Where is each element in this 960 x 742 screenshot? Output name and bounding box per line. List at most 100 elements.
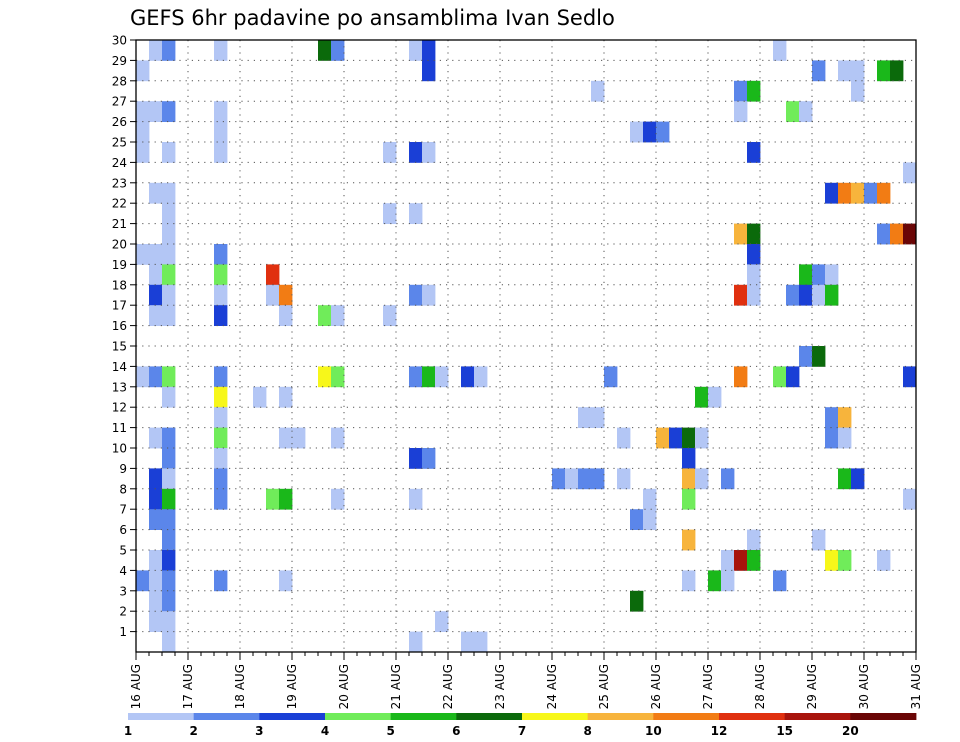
y-tick-label: 28: [112, 74, 127, 88]
x-tick-label: 17 AUG: [181, 664, 195, 709]
heatmap-cell: [162, 284, 176, 306]
heatmap-cell: [214, 101, 228, 122]
heatmap-cell: [812, 346, 826, 367]
heatmap-cell: [422, 284, 436, 306]
heatmap-cell: [838, 468, 852, 490]
colorbar-segment: [653, 713, 720, 720]
x-tick-label: 24 AUG: [545, 664, 559, 709]
chart-title: GEFS 6hr padavine po ansamblima Ivan Sed…: [130, 6, 615, 30]
y-tick-label: 1: [119, 625, 127, 639]
heatmap-cell: [838, 182, 852, 204]
heatmap-cell: [825, 407, 839, 428]
heatmap-cell: [162, 509, 176, 530]
heatmap-cell: [162, 488, 176, 510]
heatmap-cell: [903, 366, 917, 388]
colorbar-segment: [128, 713, 195, 720]
heatmap-cell: [162, 182, 176, 204]
heatmap-cell: [461, 631, 475, 653]
heatmap-cell: [136, 366, 150, 388]
heatmap-cell: [266, 264, 280, 286]
colorbar-label: 15: [776, 724, 793, 738]
heatmap-cell: [149, 264, 163, 286]
heatmap-cell: [214, 488, 228, 510]
heatmap-cell: [695, 427, 709, 449]
colorbar-segment: [259, 713, 326, 720]
x-tick-label: 26 AUG: [649, 664, 663, 709]
heatmap-cell: [669, 427, 683, 449]
heatmap-cell: [214, 407, 228, 428]
heatmap-cell: [825, 550, 839, 571]
heatmap-cell: [318, 305, 332, 326]
heatmap-cell: [162, 40, 176, 61]
heatmap-cell: [695, 468, 709, 490]
y-tick-label: 7: [119, 503, 127, 517]
colorbar-segment: [587, 713, 654, 720]
colorbar-segment: [719, 713, 786, 720]
heatmap-cell: [708, 386, 722, 408]
y-tick-label: 21: [112, 217, 127, 231]
heatmap-cell: [851, 60, 865, 82]
y-tick-label: 3: [119, 584, 127, 598]
heatmap-cell: [279, 284, 293, 306]
heatmap-cell: [552, 468, 566, 490]
heatmap-cell: [708, 570, 722, 592]
x-tick-label: 23 AUG: [493, 664, 507, 709]
heatmap-cell: [409, 366, 423, 388]
heatmap-cell: [643, 121, 657, 143]
heatmap-cell: [786, 366, 800, 388]
heatmap-cell: [786, 284, 800, 306]
heatmap-cell: [162, 366, 176, 388]
heatmap-cell: [331, 488, 345, 510]
heatmap-cell: [656, 427, 670, 449]
heatmap-cell: [214, 244, 228, 265]
heatmap-cell: [149, 468, 163, 490]
y-tick-label: 19: [112, 258, 127, 272]
heatmap-cell: [474, 631, 488, 653]
heatmap-cell: [838, 550, 852, 571]
heatmap-cell: [149, 182, 163, 204]
heatmap-cell: [617, 427, 631, 449]
y-axis: 1234567891011121314151617181920212223242…: [112, 34, 136, 639]
heatmap-cell: [149, 611, 163, 632]
heatmap-cell: [877, 182, 891, 204]
heatmap-cell: [682, 468, 696, 490]
colorbar-label: 5: [386, 724, 394, 738]
heatmap-cell: [682, 427, 696, 449]
y-tick-label: 15: [112, 340, 127, 354]
heatmap-cell: [409, 142, 423, 163]
colorbar-label: 12: [711, 724, 728, 738]
colorbar-segment: [193, 713, 260, 720]
heatmap-cell: [825, 182, 839, 204]
heatmap-cell: [851, 80, 865, 102]
colorbar-segment: [522, 713, 589, 720]
heatmap-cell: [149, 570, 163, 592]
heatmap-cell: [812, 529, 826, 551]
y-tick-label: 14: [112, 360, 127, 374]
heatmap-cell: [409, 284, 423, 306]
heatmap-cell: [682, 448, 696, 469]
heatmap-cell: [162, 427, 176, 449]
heatmap-cell: [136, 60, 150, 82]
x-tick-label: 27 AUG: [701, 664, 715, 709]
heatmap-cell: [279, 386, 293, 408]
heatmap-cell: [851, 468, 865, 490]
heatmap-cell: [825, 427, 839, 449]
y-tick-label: 8: [119, 482, 127, 496]
y-tick-label: 25: [112, 136, 127, 150]
heatmap-cell: [422, 448, 436, 469]
heatmap-cell: [747, 284, 761, 306]
heatmap-cell: [838, 407, 852, 428]
heatmap-cell: [214, 284, 228, 306]
heatmap-cell: [162, 448, 176, 469]
y-tick-label: 11: [112, 421, 127, 435]
heatmap-cell: [279, 570, 293, 592]
heatmap-cell: [383, 203, 397, 224]
heatmap-cell: [604, 366, 618, 388]
heatmap-cell: [162, 570, 176, 592]
heatmap-cell: [734, 80, 748, 102]
heatmap-cell: [734, 284, 748, 306]
heatmap-cell: [591, 468, 605, 490]
heatmap-cell: [409, 488, 423, 510]
heatmap-cell: [721, 570, 735, 592]
y-tick-label: 22: [112, 197, 127, 211]
